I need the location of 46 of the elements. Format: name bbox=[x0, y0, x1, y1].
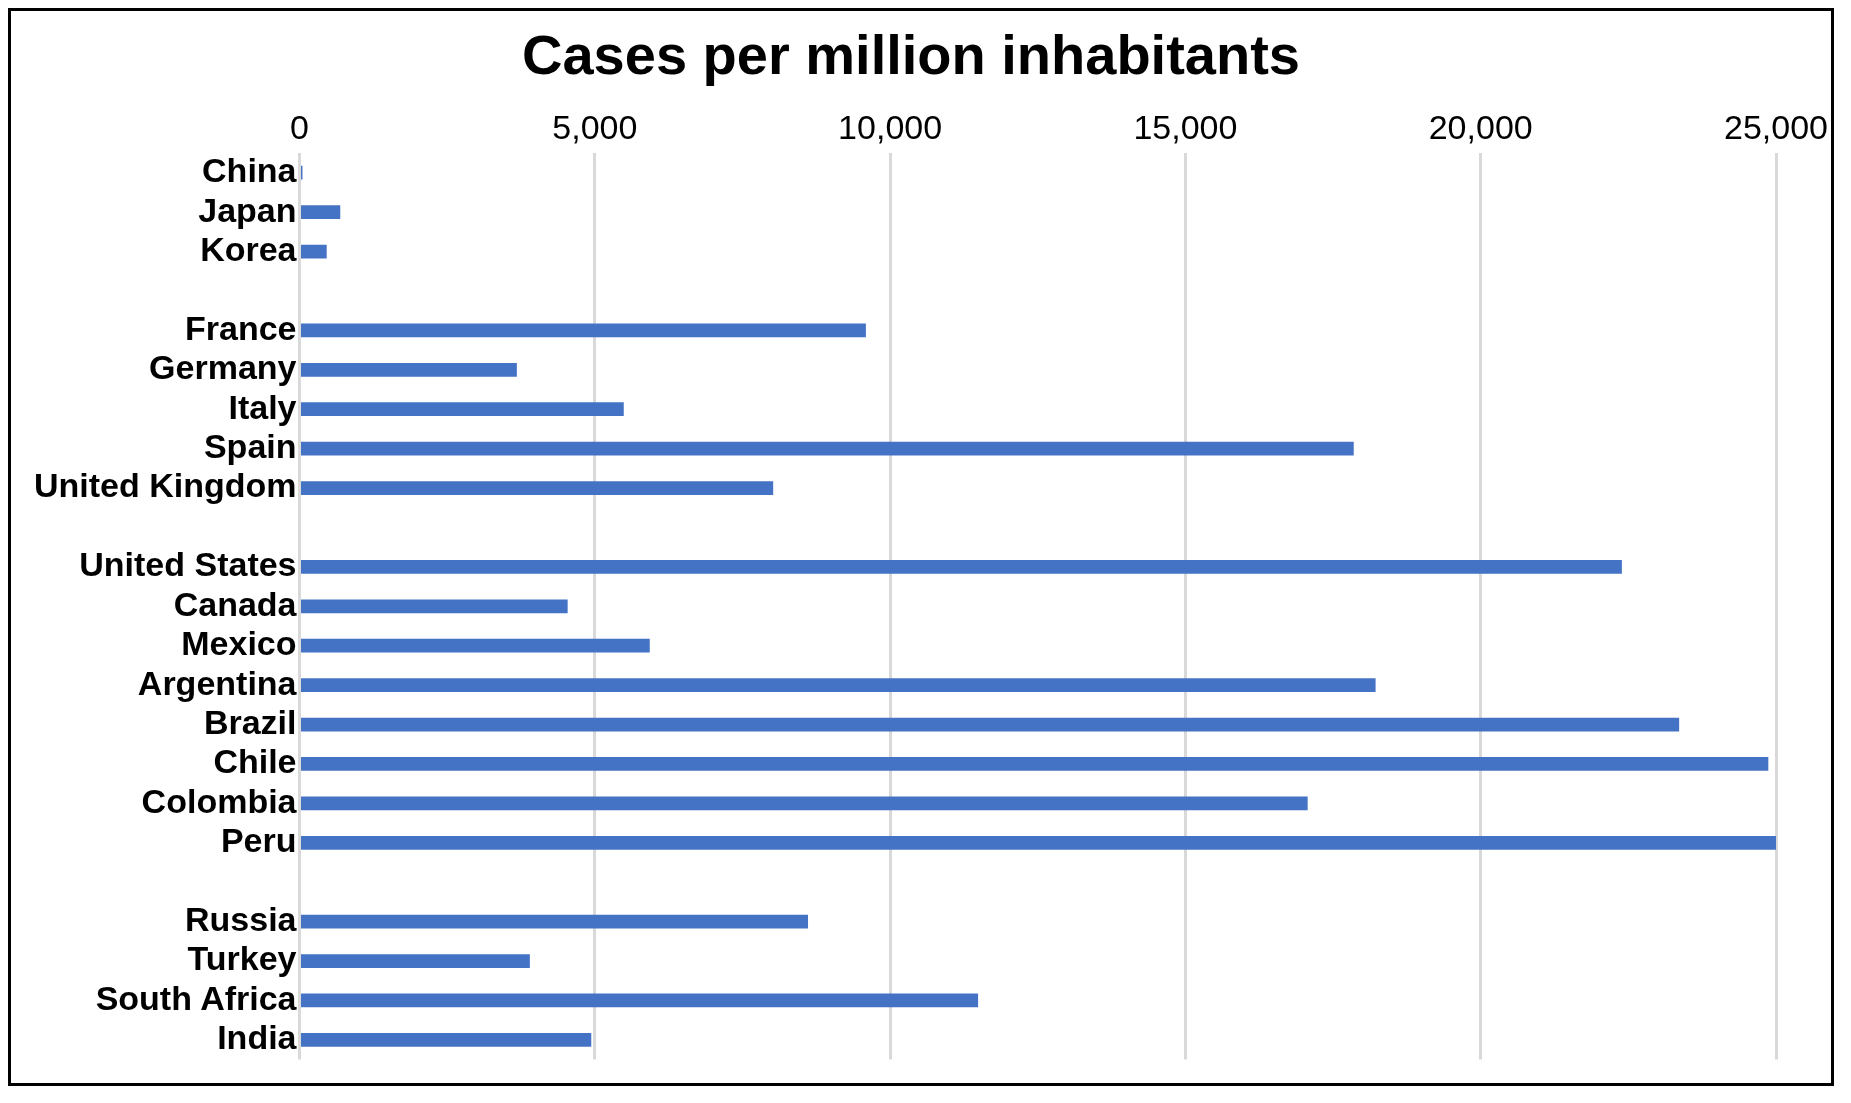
x-tick-label: 0 bbox=[290, 107, 309, 146]
y-tick-label: South Africa bbox=[95, 978, 298, 1017]
bar bbox=[301, 717, 1680, 732]
y-tick-label: United States bbox=[79, 545, 297, 584]
bar bbox=[301, 323, 866, 338]
bar bbox=[301, 244, 327, 259]
y-tick-label: China bbox=[202, 151, 298, 190]
chart-title: Cases per million inhabitants bbox=[522, 23, 1300, 87]
y-tick-label: Spain bbox=[203, 427, 297, 466]
x-tick-label: 10,000 bbox=[838, 107, 943, 146]
bar bbox=[301, 954, 530, 968]
x-tick-label: 5,000 bbox=[552, 107, 638, 146]
y-tick-label: India bbox=[217, 1018, 298, 1057]
bar bbox=[301, 678, 1376, 693]
bar bbox=[301, 402, 624, 417]
bar bbox=[301, 796, 1308, 811]
x-tick-label: 15,000 bbox=[1133, 107, 1238, 146]
y-tick-label: Japan bbox=[198, 190, 297, 229]
bar bbox=[301, 205, 341, 220]
y-tick-label: Germany bbox=[149, 348, 297, 387]
bar bbox=[301, 599, 568, 614]
x-tick-label: 25,000 bbox=[1724, 107, 1828, 146]
bar bbox=[301, 1032, 592, 1047]
y-tick-label: Turkey bbox=[187, 939, 297, 978]
y-tick-label: United Kingdom bbox=[33, 466, 297, 505]
y-tick-label: Korea bbox=[200, 229, 298, 268]
bar bbox=[301, 481, 774, 495]
y-tick-label: Argentina bbox=[137, 663, 298, 702]
bar bbox=[301, 993, 979, 1008]
bar bbox=[301, 559, 1622, 574]
y-tick-label: Russia bbox=[185, 900, 298, 939]
bar bbox=[301, 441, 1354, 456]
y-tick-label: Canada bbox=[173, 584, 298, 623]
bar bbox=[301, 835, 1776, 850]
bar bbox=[301, 362, 517, 377]
y-tick-label: Peru bbox=[220, 821, 297, 860]
y-tick-label: Italy bbox=[228, 387, 297, 426]
y-tick-label: Colombia bbox=[141, 781, 298, 820]
y-tick-label: Brazil bbox=[203, 702, 297, 741]
bar bbox=[301, 638, 650, 653]
y-tick-label: France bbox=[185, 308, 297, 347]
bar bbox=[301, 914, 809, 929]
y-tick-label: Chile bbox=[213, 742, 297, 781]
x-tick-label: 20,000 bbox=[1428, 107, 1533, 146]
bar bbox=[301, 757, 1769, 771]
y-tick-label: Mexico bbox=[181, 624, 297, 663]
